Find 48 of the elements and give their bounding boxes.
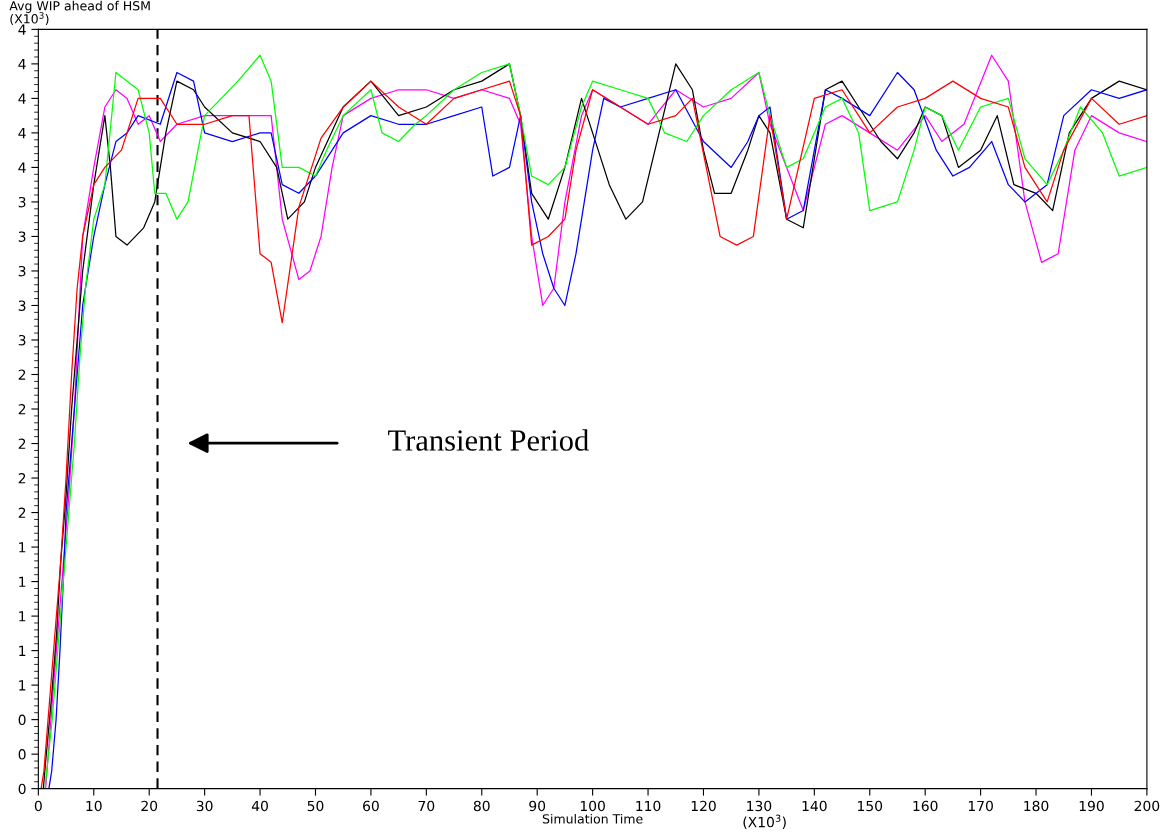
y-tick-label: 3 bbox=[18, 196, 26, 208]
y-tick-label: 0 bbox=[18, 783, 26, 795]
annotation: Transient Period bbox=[388, 429, 589, 451]
y-tick-label: 4 bbox=[18, 59, 26, 70]
x-tick-label: 190 bbox=[1079, 800, 1104, 812]
x-tick-label: 40 bbox=[251, 800, 268, 812]
x-tick-label: 160 bbox=[913, 800, 938, 812]
y-tick-label: 2 bbox=[18, 507, 26, 518]
y-tick-label: 3 bbox=[18, 265, 26, 277]
x-tick-label: 0 bbox=[34, 800, 42, 812]
y-tick-label: 3 bbox=[18, 300, 26, 311]
x-tick-label: 70 bbox=[418, 800, 435, 812]
x-tick-label: 200 bbox=[1134, 800, 1160, 812]
y-tick-label: 2 bbox=[18, 473, 26, 484]
y-tick-label: 1 bbox=[19, 542, 26, 553]
y-tick-label: 3 bbox=[18, 334, 26, 346]
x-tick-label: 120 bbox=[691, 800, 716, 812]
x-tick-label: 170 bbox=[968, 800, 993, 812]
x-tick-label: 10 bbox=[86, 800, 102, 812]
y-tick-label: 1 bbox=[19, 611, 26, 622]
x-tick-label: 100 bbox=[580, 800, 605, 812]
y-tick-label: 2 bbox=[18, 403, 26, 415]
y-tick-label: 3 bbox=[18, 231, 26, 242]
y-tick-label: 0 bbox=[18, 749, 26, 760]
y-tick-label: 4 bbox=[18, 128, 26, 139]
x-tick-label: 50 bbox=[307, 800, 324, 812]
x-tick-label: 140 bbox=[802, 800, 827, 812]
y-tick-label: 2 bbox=[18, 369, 26, 380]
y-tick-label: 4 bbox=[18, 93, 26, 104]
text: (X10$^{3}$) bbox=[743, 814, 786, 829]
x-tick-label: 80 bbox=[473, 800, 490, 812]
y-tick-label: 1 bbox=[19, 645, 26, 656]
y-tick-label: 1 bbox=[19, 680, 26, 691]
y-tick-label: 4 bbox=[18, 24, 26, 35]
x-tick-label: 30 bbox=[196, 800, 213, 812]
x-tick-label: 130 bbox=[747, 800, 772, 812]
x-tick-label: 90 bbox=[529, 800, 546, 812]
y-tick-label: 4 bbox=[18, 162, 26, 173]
x-tick-label: 150 bbox=[858, 800, 883, 812]
y-tick-label: 0 bbox=[18, 714, 26, 726]
y-tick-label: 1 bbox=[19, 576, 26, 587]
x-axis-title: Simulation Time bbox=[542, 813, 643, 824]
y-tick-label: 2 bbox=[18, 438, 26, 449]
x-tick-label: 110 bbox=[636, 800, 661, 812]
y-axis-title: Avg WIP ahead of HSM (X10$^{3}$) bbox=[9, 0, 150, 26]
x-tick-label: 20 bbox=[141, 800, 158, 812]
x-tick-label: 60 bbox=[363, 800, 379, 812]
x-tick-label: 180 bbox=[1024, 800, 1049, 812]
